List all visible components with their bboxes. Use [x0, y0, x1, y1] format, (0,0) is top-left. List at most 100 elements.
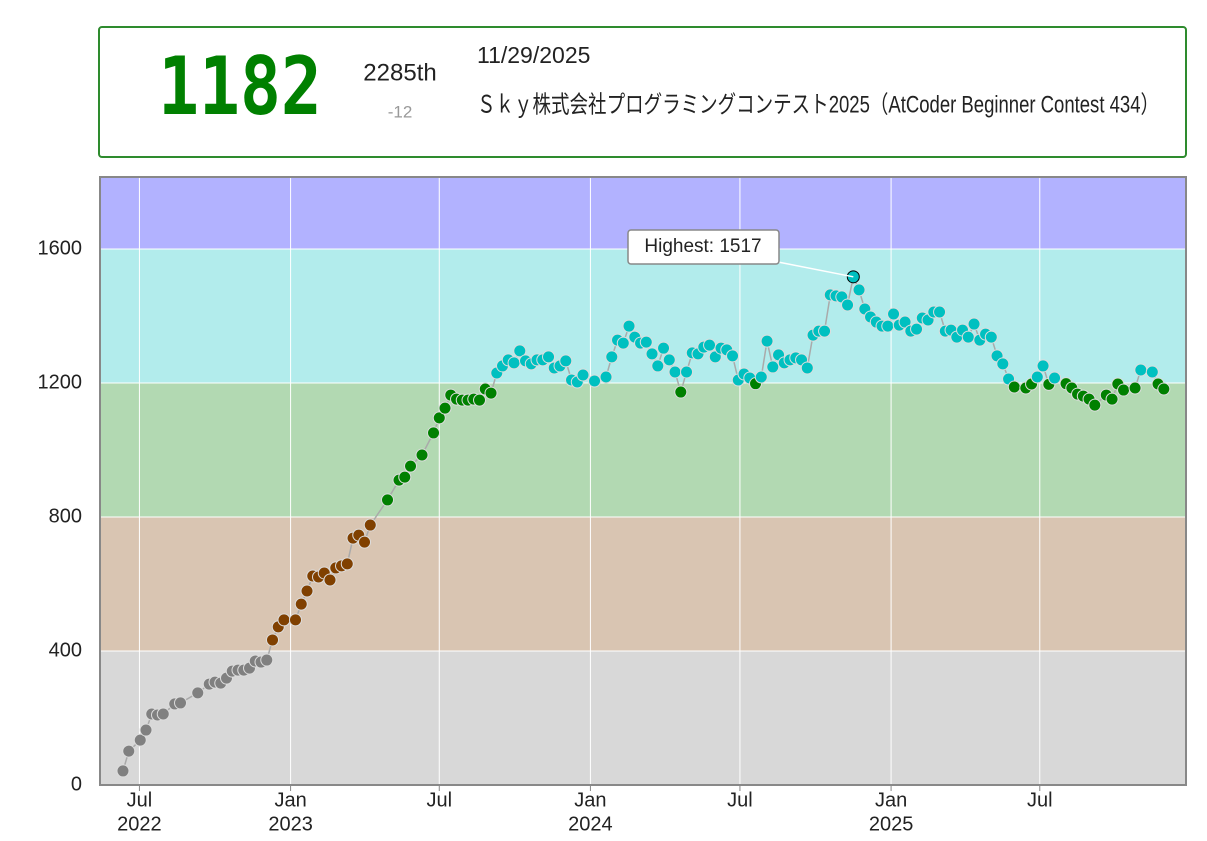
contest-date: 11/29/2025 [477, 42, 590, 68]
rating-point [588, 374, 602, 388]
x-tick-label: Jan [875, 789, 907, 811]
rating-point [484, 386, 498, 400]
x-tick-label: Jul [727, 789, 753, 811]
rating-point [881, 319, 895, 333]
rating-point [427, 426, 441, 440]
rating-band [100, 517, 1186, 652]
rating-point [116, 764, 130, 778]
rating-point [513, 344, 527, 358]
rating-point [323, 573, 337, 587]
y-tick-label: 800 [49, 505, 82, 527]
rating-point [277, 613, 291, 627]
y-tick-label: 400 [49, 639, 82, 661]
rating-point [726, 349, 740, 363]
rating-band [100, 249, 1186, 384]
annotation-box [627, 229, 780, 265]
rating-point [133, 733, 147, 747]
rating-point [703, 338, 717, 352]
x-tick-label: Jul [127, 789, 153, 811]
rating-point [852, 283, 866, 297]
rating-band [100, 651, 1186, 785]
rating-point [622, 319, 636, 333]
rating-point [266, 633, 280, 647]
rating-point [680, 365, 694, 379]
x-tick-year: 2022 [117, 813, 162, 835]
rating-point [933, 305, 947, 319]
plot-frame [99, 176, 1187, 786]
rating-point [1128, 381, 1142, 395]
x-tick-year: 2024 [568, 813, 613, 835]
rating-point [841, 298, 855, 312]
rating-point [898, 315, 912, 329]
rating-point [645, 347, 659, 361]
y-tick-label: 0 [71, 773, 82, 795]
x-tick-label: Jul [1027, 789, 1053, 811]
rating-point [818, 324, 832, 338]
rating-point [760, 334, 774, 348]
rating-point [766, 360, 780, 374]
rating-point [404, 459, 418, 473]
rating-point [300, 584, 314, 598]
rating-point [559, 354, 573, 368]
rating-point [668, 365, 682, 379]
rating-band [100, 383, 1186, 518]
rating-point [1145, 365, 1159, 379]
rating-point [996, 357, 1010, 371]
rating-point [438, 401, 452, 415]
rating-point [1105, 392, 1119, 406]
rating-point [260, 653, 274, 667]
annotation-leader [777, 261, 854, 278]
x-tick-label: Jul [426, 789, 452, 811]
x-tick-label: Jan [574, 789, 606, 811]
rating-point [1117, 383, 1131, 397]
rank: 2285th [363, 59, 436, 86]
rating-point [398, 470, 412, 484]
rating-point [754, 370, 768, 384]
rating-point [139, 723, 153, 737]
rating-point [1007, 380, 1021, 394]
x-tick-year: 2023 [268, 813, 313, 835]
rating-point [910, 322, 924, 336]
rating-point [984, 330, 998, 344]
rating-point [651, 359, 665, 373]
rating-point [616, 336, 630, 350]
contest-name: Ｓｋｙ株式会社プログラミングコンテスト2025（AtCoder Beginner… [477, 91, 1159, 118]
rating-point [415, 448, 429, 462]
rating-point [605, 350, 619, 364]
rating-point [381, 493, 395, 507]
rating-point [887, 307, 901, 321]
rating-point [363, 518, 377, 532]
rating-point [576, 368, 590, 382]
y-tick-label: 1600 [38, 237, 83, 259]
status-panel [98, 26, 1187, 158]
rank-change: -12 [388, 102, 413, 121]
rating-point [156, 707, 170, 721]
rating-point [122, 744, 136, 758]
y-tick-label: 1200 [38, 371, 83, 393]
rating-point [1134, 363, 1148, 377]
rating-point [674, 385, 688, 399]
annotation: Highest: 1517 [644, 236, 761, 257]
rating-point [191, 686, 205, 700]
rating-point [358, 535, 372, 549]
rating-point [967, 317, 981, 331]
rating-point [542, 350, 556, 364]
rating-point [473, 393, 487, 407]
rating-point [507, 356, 521, 370]
rating-point [174, 696, 188, 710]
x-tick-year: 2025 [869, 813, 914, 835]
rating-point [289, 613, 303, 627]
rating-point [432, 411, 446, 425]
x-tick-label: Jan [274, 789, 306, 811]
rating-point [639, 335, 653, 349]
rating-point [1088, 398, 1102, 412]
rating-point [1048, 371, 1062, 385]
rating-point [294, 597, 308, 611]
rating-point [340, 557, 354, 571]
rating-point [1157, 382, 1171, 396]
rating-point [662, 353, 676, 367]
rating-point [599, 370, 613, 384]
rating-point [800, 361, 814, 375]
rating-point [657, 341, 671, 355]
